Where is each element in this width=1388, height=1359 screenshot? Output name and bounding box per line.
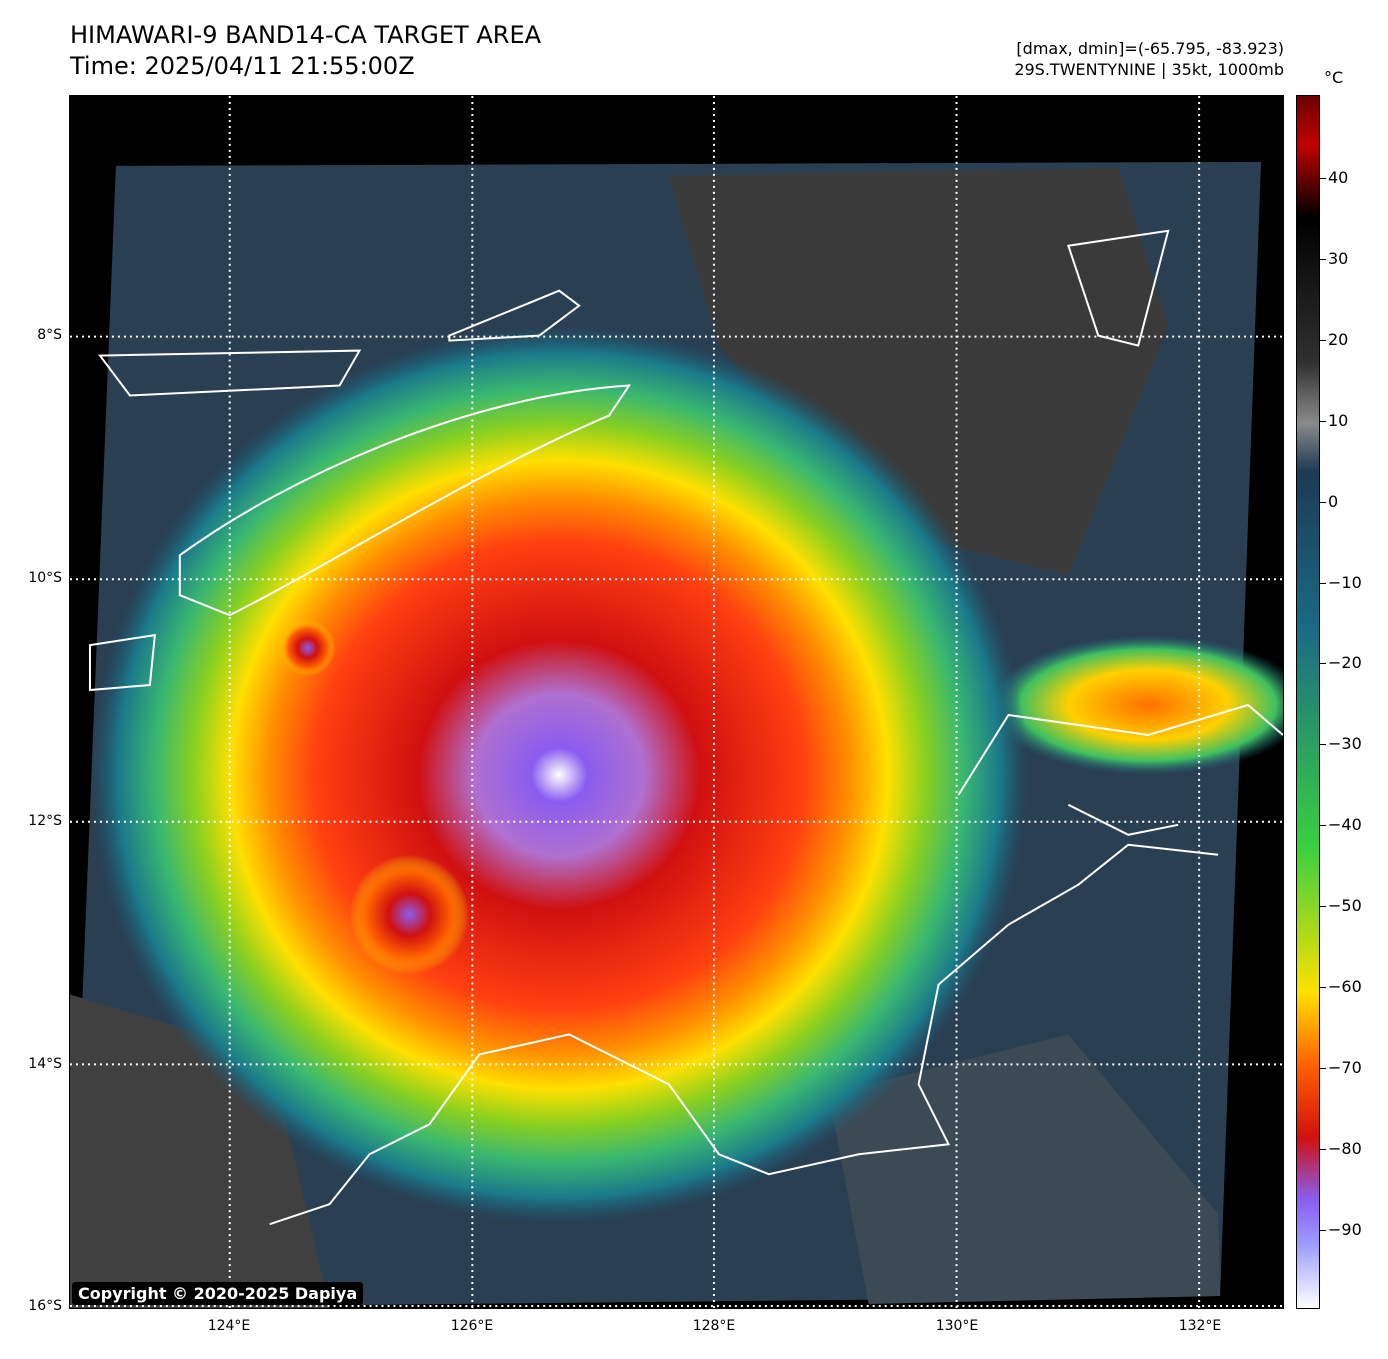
lat-label-8s: 8°S: [37, 327, 62, 343]
colorbar-unit: °C: [1324, 68, 1344, 87]
colorbar-tick-label: −20: [1328, 653, 1362, 673]
coastline-tiwi-islands: [957, 703, 1283, 836]
colorbar-tick-label: −80: [1328, 1138, 1362, 1158]
satellite-map: [69, 95, 1284, 1309]
colorbar-tick: [1320, 906, 1326, 908]
convective-cell-south: [349, 854, 470, 975]
colorbar-tick: [1320, 663, 1326, 665]
colorbar-tick: [1320, 825, 1326, 827]
colorbar-tick-label: 10: [1328, 410, 1349, 430]
colorbar-tick-label: −90: [1328, 1219, 1362, 1239]
colorbar-tick: [1320, 1148, 1326, 1150]
colorbar-tick-label: −40: [1328, 815, 1362, 835]
title-line1: HIMAWARI-9 BAND14-CA TARGET AREA: [70, 21, 542, 49]
colorbar: [1296, 95, 1320, 1309]
colorbar-tick: [1320, 987, 1326, 988]
coastline-timor: [178, 384, 632, 617]
clear-sky-north: [669, 167, 1169, 576]
central-dense-overcast: [89, 325, 1029, 1225]
storm-info: 29S.TWENTYNINE | 35kt, 1000mb: [1014, 60, 1284, 79]
lat-label-12s: 12°S: [28, 813, 62, 829]
lat-label-10s: 10°S: [28, 570, 62, 586]
copyright-badge: Copyright © 2020-2025 Dapiya: [72, 1282, 364, 1305]
lon-label-132e: 132°E: [1178, 1318, 1222, 1334]
lat-label-16s: 16°S: [28, 1298, 62, 1314]
convective-cell-west: [279, 620, 336, 677]
coastline-kimberley: [269, 1053, 481, 1226]
coastline-northern-australia: [479, 843, 1219, 1176]
lon-label-128e: 128°E: [692, 1318, 736, 1334]
colorbar-tick: [1320, 1067, 1326, 1069]
colorbar-tick: [1320, 582, 1326, 584]
coastline-island-north: [448, 289, 581, 342]
colorbar-tick-label: −30: [1328, 734, 1362, 754]
lon-label-130e: 130°E: [935, 1318, 979, 1334]
colorbar-tick-label: −70: [1328, 1057, 1362, 1077]
colorbar-tick: [1320, 258, 1326, 260]
lon-label-124e: 124°E: [207, 1318, 251, 1334]
lon-label-126e: 126°E: [450, 1318, 494, 1334]
graticule: [70, 96, 1283, 1308]
colorbar-tick-label: 40: [1328, 168, 1349, 187]
coastline-island-ne: [1067, 229, 1170, 347]
colorbar-tick-label: 0: [1328, 491, 1339, 511]
colorbar-tick-label: −10: [1328, 572, 1362, 592]
colorbar-tick: [1320, 1229, 1326, 1231]
colorbar-tick-label: −60: [1328, 977, 1362, 996]
colorbar-tick: [1320, 420, 1326, 422]
title-line2: Time: 2025/04/11 21:55:00Z: [70, 52, 415, 80]
dmax-dmin-text: [dmax, dmin]=(-65.795, -83.923): [1016, 39, 1284, 58]
colorbar-tick-label: 20: [1328, 329, 1349, 349]
lat-label-14s: 14°S: [28, 1056, 62, 1072]
coastline-island-sw: [88, 633, 156, 692]
eastern-convection: [988, 635, 1283, 775]
colorbar-tick-label: 30: [1328, 248, 1349, 268]
colorbar-tick: [1320, 501, 1326, 503]
colorbar-tick: [1320, 339, 1326, 341]
colorbar-tick-label: −50: [1328, 896, 1362, 916]
colorbar-tick: [1320, 178, 1326, 179]
coastline-island-west: [97, 349, 362, 397]
colorbar-tick: [1320, 744, 1326, 746]
